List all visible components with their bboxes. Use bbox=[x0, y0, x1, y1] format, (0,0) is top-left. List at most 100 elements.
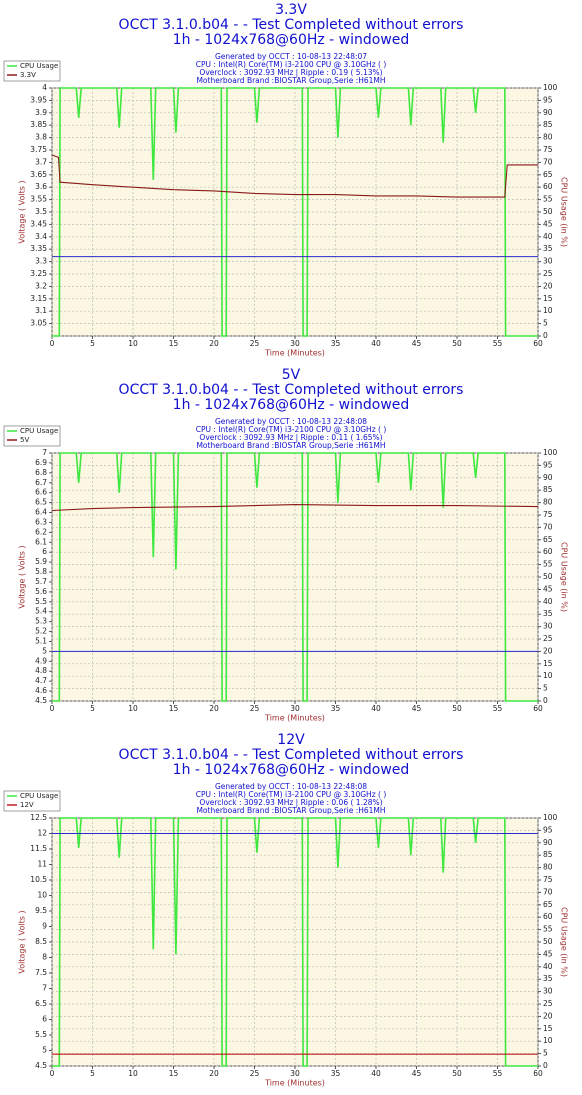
y-tick-label: 6 bbox=[42, 1015, 47, 1024]
y2-tick-label: 90 bbox=[543, 473, 553, 482]
y-tick-label: 3.1 bbox=[35, 306, 47, 315]
y-tick-label: 9.5 bbox=[35, 906, 47, 915]
y-tick-label: 3.9 bbox=[35, 108, 47, 117]
x-tick-label: 0 bbox=[50, 339, 55, 348]
y-tick-label: 3.2 bbox=[35, 281, 47, 290]
x-tick-label: 45 bbox=[412, 339, 422, 348]
series-line bbox=[52, 452, 538, 702]
x-tick-label: 35 bbox=[331, 1069, 341, 1078]
legend-box bbox=[3, 425, 61, 447]
x-tick-label: 40 bbox=[371, 339, 381, 348]
y-tick-label: 3.3 bbox=[35, 257, 47, 266]
y2-tick-label: 60 bbox=[543, 547, 553, 556]
y-tick-label: 3.95 bbox=[30, 95, 47, 104]
x-axis-label: Time (Minutes) bbox=[264, 1079, 325, 1088]
chart-subtitle: 1h - 1024x768@60Hz - windowed bbox=[173, 762, 410, 778]
y2-tick-label: 95 bbox=[543, 460, 553, 469]
y-tick-label: 11 bbox=[37, 860, 47, 869]
y-tick-label: 8 bbox=[42, 953, 47, 962]
x-tick-label: 60 bbox=[533, 1069, 543, 1078]
y2-tick-label: 65 bbox=[543, 535, 553, 544]
series-line bbox=[51, 504, 539, 512]
y-tick-label: 6.1 bbox=[35, 537, 47, 546]
y-tick-label: 6.7 bbox=[35, 478, 47, 487]
y-tick-label: 4.7 bbox=[35, 676, 47, 685]
y-tick-label: 5.6 bbox=[35, 587, 47, 596]
x-tick-label: 10 bbox=[128, 1069, 138, 1078]
y-tick-label: 3.65 bbox=[30, 170, 47, 179]
info-line: Overclock : 3092.93 MHz | Ripple : 0.06 … bbox=[199, 798, 382, 807]
y2-tick-label: 40 bbox=[543, 232, 553, 241]
y-tick-label: 3.45 bbox=[30, 219, 47, 228]
y2-tick-label: 100 bbox=[543, 448, 558, 457]
y2-tick-label: 40 bbox=[543, 597, 553, 606]
x-tick-label: 35 bbox=[331, 704, 341, 713]
y2-tick-label: 95 bbox=[543, 95, 553, 104]
y-tick-label: 5.1 bbox=[35, 636, 47, 645]
y2-tick-label: 25 bbox=[543, 999, 553, 1008]
info-line: Generated by OCCT : 10-08-13 22:48:08 bbox=[215, 417, 367, 426]
chart-subtitle: OCCT 3.1.0.b04 - - Test Completed withou… bbox=[119, 17, 464, 33]
y2-tick-label: 65 bbox=[543, 170, 553, 179]
info-line: Motherboard Brand :BIOSTAR Group,Serie :… bbox=[196, 441, 385, 450]
y-tick-label: 12 bbox=[37, 829, 47, 838]
info-line: Generated by OCCT : 10-08-13 22:48:07 bbox=[215, 52, 367, 61]
y2-tick-label: 15 bbox=[543, 659, 553, 668]
y-tick-label: 4 bbox=[42, 83, 47, 92]
y-tick-label: 3.15 bbox=[30, 294, 47, 303]
x-tick-label: 55 bbox=[493, 704, 503, 713]
info-line: Overclock : 3092.93 MHz | Ripple : 0.11 … bbox=[199, 433, 382, 442]
y2-tick-label: 70 bbox=[543, 887, 553, 896]
x-tick-label: 40 bbox=[371, 704, 381, 713]
y-tick-label: 7 bbox=[42, 448, 47, 457]
y2-tick-label: 30 bbox=[543, 987, 553, 996]
y2-tick-label: 0 bbox=[543, 331, 548, 340]
x-tick-label: 20 bbox=[209, 339, 219, 348]
x-tick-label: 60 bbox=[533, 704, 543, 713]
y2-axis-label: CPU Usage (in %) bbox=[560, 177, 569, 247]
y2-tick-label: 80 bbox=[543, 133, 553, 142]
y2-tick-label: 40 bbox=[543, 962, 553, 971]
y2-tick-label: 30 bbox=[543, 622, 553, 631]
y-tick-label: 8.5 bbox=[35, 937, 47, 946]
y2-tick-label: 55 bbox=[543, 925, 553, 934]
x-tick-label: 0 bbox=[50, 704, 55, 713]
y2-tick-label: 90 bbox=[543, 838, 553, 847]
legend-box bbox=[3, 790, 61, 812]
y2-tick-label: 25 bbox=[543, 634, 553, 643]
y-axis-label: Voltage ( Volts ) bbox=[18, 180, 27, 243]
y2-tick-label: 20 bbox=[543, 646, 553, 655]
chart-title: 5V bbox=[282, 367, 301, 383]
x-tick-label: 5 bbox=[90, 704, 95, 713]
y-tick-label: 6.6 bbox=[35, 488, 47, 497]
y2-tick-label: 85 bbox=[543, 850, 553, 859]
y2-tick-label: 30 bbox=[543, 257, 553, 266]
y2-tick-label: 60 bbox=[543, 912, 553, 921]
y2-tick-label: 10 bbox=[543, 306, 553, 315]
y-tick-label: 6.3 bbox=[35, 517, 47, 526]
y2-tick-label: 5 bbox=[543, 319, 548, 328]
y-tick-label: 5.7 bbox=[35, 577, 47, 586]
y-tick-label: 4.6 bbox=[35, 686, 47, 695]
x-axis-label: Time (Minutes) bbox=[264, 349, 325, 358]
y2-tick-label: 35 bbox=[543, 609, 553, 618]
y-tick-label: 6.8 bbox=[35, 468, 47, 477]
y-tick-label: 3.35 bbox=[30, 244, 47, 253]
x-tick-label: 30 bbox=[290, 1069, 300, 1078]
x-tick-label: 55 bbox=[493, 339, 503, 348]
x-tick-label: 50 bbox=[452, 339, 462, 348]
y-tick-label: 5.9 bbox=[35, 557, 47, 566]
legend-label: CPU Usage bbox=[20, 427, 58, 435]
y-tick-label: 6.5 bbox=[35, 999, 47, 1008]
y-tick-label: 9 bbox=[42, 922, 47, 931]
x-tick-label: 25 bbox=[250, 339, 260, 348]
y-tick-label: 6.9 bbox=[35, 458, 47, 467]
y-tick-label: 12.5 bbox=[30, 813, 47, 822]
info-line: CPU : Intel(R) Core(TM) i3-2100 CPU @ 3.… bbox=[196, 60, 387, 69]
x-tick-label: 10 bbox=[128, 704, 138, 713]
y2-tick-label: 10 bbox=[543, 671, 553, 680]
y-tick-label: 5.4 bbox=[35, 607, 47, 616]
y2-tick-label: 85 bbox=[543, 120, 553, 129]
y2-tick-label: 45 bbox=[543, 584, 553, 593]
chart-subtitle: 1h - 1024x768@60Hz - windowed bbox=[173, 32, 410, 48]
